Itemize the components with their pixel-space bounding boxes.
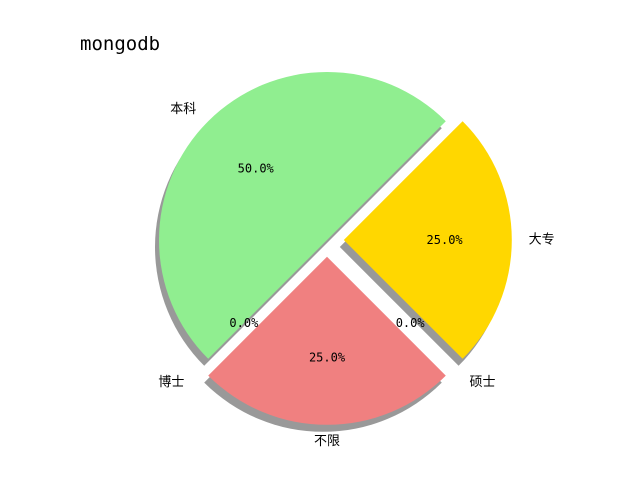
- slice-0-wedge: [159, 72, 446, 359]
- slice-0-category-label: 本科: [170, 102, 196, 117]
- slice-2-wedge: [208, 256, 446, 425]
- slice-4-wedge: [343, 121, 512, 359]
- slice-4-category-label: 大专: [529, 233, 555, 248]
- slice-0-percent-label: 50.0%: [238, 162, 275, 176]
- slice-3-category-label: 硕士: [470, 375, 496, 390]
- slice-4-percent-label: 25.0%: [427, 233, 464, 247]
- slice-2-category-label: 不限: [314, 434, 340, 449]
- slice-1-category-label: 博士: [158, 375, 184, 390]
- pie-slices: [159, 72, 512, 425]
- chart-title: mongodb: [80, 33, 160, 55]
- slice-2-percent-label: 25.0%: [309, 351, 346, 365]
- slice-3-percent-label: 0.0%: [396, 316, 426, 330]
- slice-1-percent-label: 0.0%: [229, 316, 259, 330]
- pie-labels: 本科 50.0% 博士 0.0% 不限 25.0% 硕士 0.0% 大专 25.0%: [158, 102, 554, 449]
